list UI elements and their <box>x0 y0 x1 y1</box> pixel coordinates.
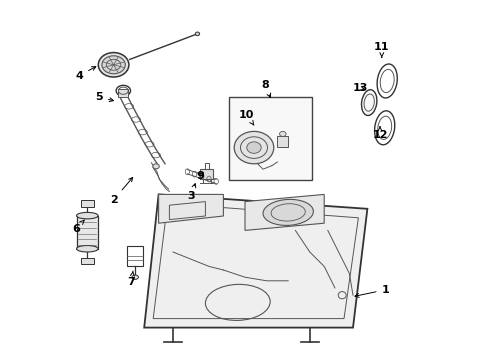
Polygon shape <box>159 194 223 223</box>
Text: 5: 5 <box>96 92 114 102</box>
Ellipse shape <box>76 246 98 252</box>
Ellipse shape <box>263 199 314 225</box>
Text: 13: 13 <box>352 83 368 93</box>
Text: 10: 10 <box>239 110 254 125</box>
Text: 11: 11 <box>374 42 390 57</box>
Text: 6: 6 <box>72 220 84 234</box>
Bar <box>277 136 288 147</box>
Ellipse shape <box>247 142 261 153</box>
Text: 12: 12 <box>372 127 388 140</box>
Text: 2: 2 <box>110 177 133 205</box>
Ellipse shape <box>102 56 125 74</box>
Text: 4: 4 <box>75 67 96 81</box>
Ellipse shape <box>76 212 98 219</box>
Ellipse shape <box>362 90 377 116</box>
Polygon shape <box>144 194 368 328</box>
Bar <box>81 258 94 264</box>
Ellipse shape <box>153 164 159 169</box>
Bar <box>76 216 98 249</box>
Text: 8: 8 <box>261 80 270 97</box>
Text: 9: 9 <box>196 171 204 181</box>
Bar <box>81 200 94 207</box>
Text: 3: 3 <box>187 184 196 201</box>
Bar <box>127 246 143 266</box>
Ellipse shape <box>196 32 199 36</box>
Text: 7: 7 <box>128 271 135 287</box>
Bar <box>229 97 312 180</box>
Ellipse shape <box>234 131 274 164</box>
Bar <box>118 89 128 97</box>
Bar <box>200 169 213 179</box>
Ellipse shape <box>98 53 129 77</box>
Ellipse shape <box>132 275 139 279</box>
Text: 1: 1 <box>355 285 389 297</box>
Polygon shape <box>245 194 324 230</box>
Ellipse shape <box>280 131 286 136</box>
